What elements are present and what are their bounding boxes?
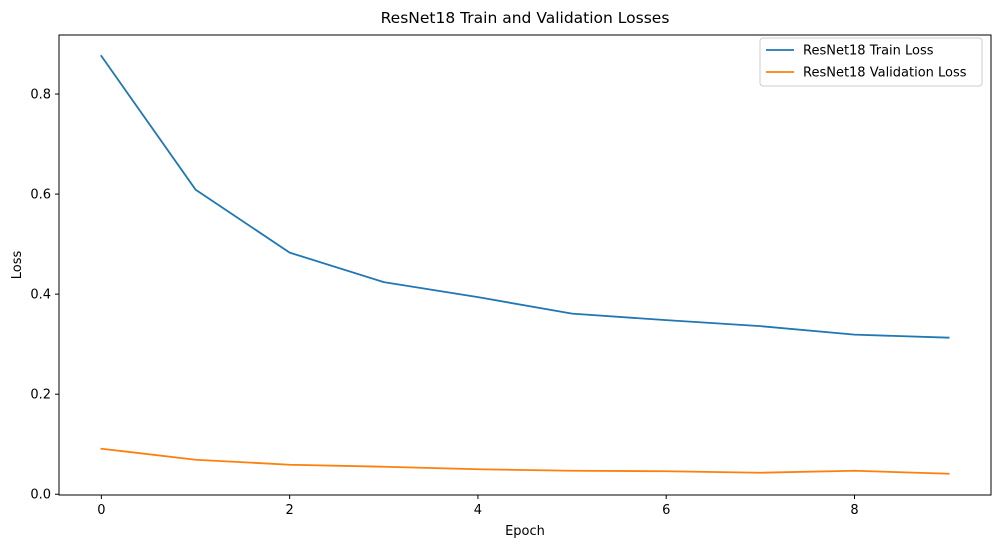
- x-tick-label: 2: [286, 503, 294, 518]
- legend: ResNet18 Train Loss ResNet18 Validation L…: [759, 37, 983, 87]
- x-tick-label: 0: [97, 503, 105, 518]
- x-tick-label: 4: [474, 503, 482, 518]
- y-tick-label: 0.2: [30, 388, 51, 403]
- x-tick-label: 8: [850, 503, 858, 518]
- series-line-train-loss: [100, 54, 950, 339]
- y-tick-label: 0.4: [30, 288, 51, 303]
- plot-frame: [58, 34, 992, 496]
- y-axis-label: Loss: [10, 251, 25, 280]
- y-axis-ticks: 0.0 0.2 0.4 0.6 0.8: [30, 88, 59, 503]
- y-tick-label: 0.0: [30, 488, 51, 503]
- y-tick-label: 0.6: [30, 188, 51, 203]
- legend-box: [759, 37, 983, 87]
- legend-label: ResNet18 Validation Loss: [803, 66, 967, 81]
- legend-label: ResNet18 Train Loss: [803, 44, 934, 59]
- series-line-validation-loss: [100, 447, 950, 475]
- x-axis-ticks: 0 2 4 6 8: [97, 495, 859, 518]
- y-tick-label: 0.8: [30, 88, 51, 103]
- series-layer: [100, 54, 950, 475]
- chart-title: ResNet18 Train and Validation Losses: [381, 9, 670, 27]
- x-tick-label: 6: [662, 503, 670, 518]
- x-axis-label: Epoch: [505, 524, 545, 539]
